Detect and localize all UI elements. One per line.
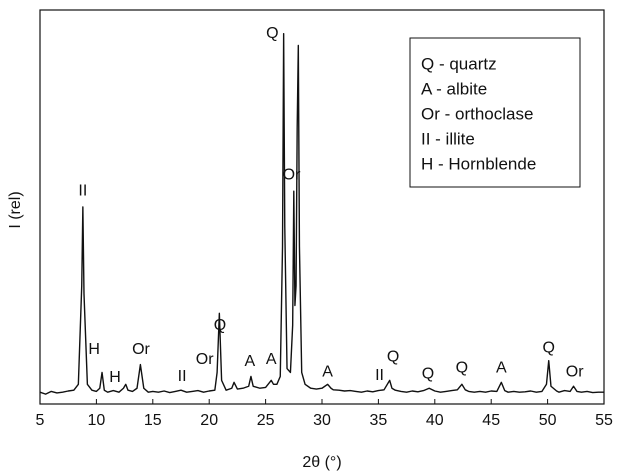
peak-label: A [322,363,333,380]
peak-label: Or [196,351,214,368]
legend-entry: H - Hornblende [421,154,536,173]
peak-label: H [109,369,121,386]
peak-label: A [244,353,255,370]
peak-label: Or [132,341,150,358]
x-tick-label: 5 [36,412,45,429]
x-tick-label: 20 [200,412,218,429]
x-tick-label: 55 [595,412,613,429]
y-axis-label: I (rel) [7,191,24,228]
legend-entry: Q - quartz [421,54,497,73]
legend-entry: II - illite [421,129,475,148]
peak-label: Q [266,25,278,42]
peak-label: II [375,367,384,384]
peak-label: H [88,341,100,358]
peak-label: Or [566,363,584,380]
peak-label: Q [214,317,226,334]
peak-label: Q [422,365,434,382]
x-tick-label: 40 [426,412,444,429]
x-tick-label: 30 [313,412,331,429]
peak-label: Q [543,339,555,356]
peak-label: A [266,351,277,368]
legend-entry: A - albite [421,79,487,98]
peak-label: Q [456,359,468,376]
x-tick-label: 15 [144,412,162,429]
legend-box [409,37,581,188]
peak-label: Or [283,167,301,184]
x-tick-label: 10 [88,412,106,429]
x-tick-label: 35 [370,412,388,429]
x-tick-label: 50 [539,412,557,429]
x-tick-label: 45 [482,412,500,429]
xrd-line [39,32,604,395]
peak-label: A [496,359,507,376]
peak-label: II [78,182,87,199]
legend-entry: Or - orthoclase [421,104,533,123]
x-tick-label: 25 [257,412,275,429]
x-axis-label: 2θ (°) [302,454,341,471]
peak-label: II [178,368,187,385]
peak-label: Q [387,348,399,365]
